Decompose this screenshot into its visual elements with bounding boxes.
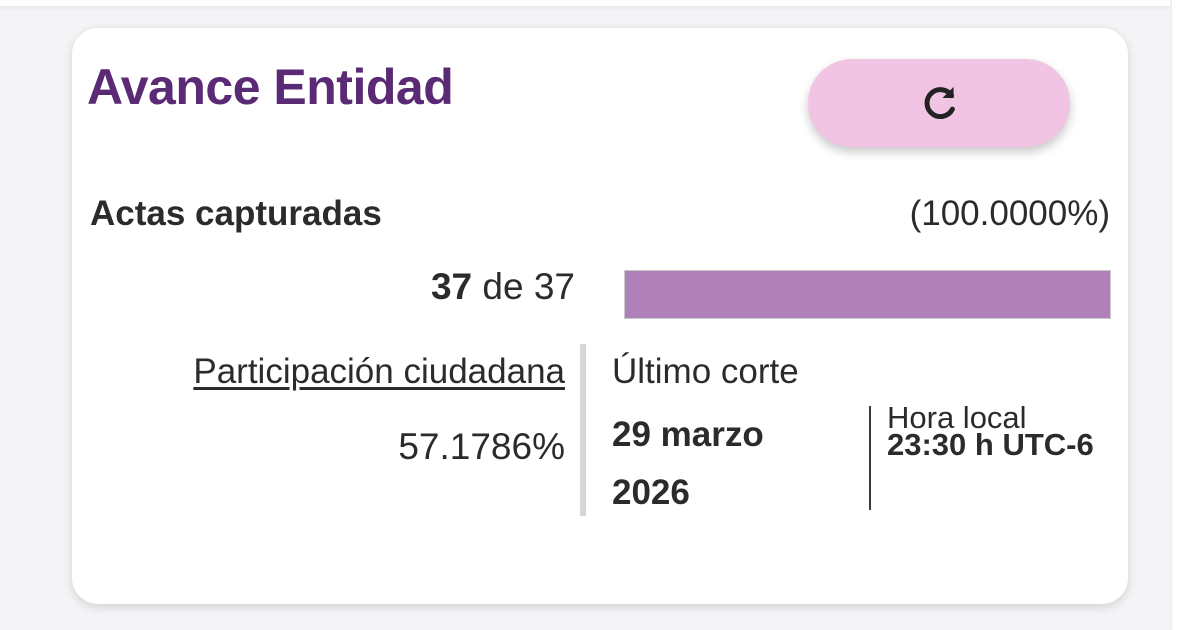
refresh-button[interactable] xyxy=(808,59,1070,147)
hora-divider xyxy=(869,406,871,510)
corte-date-day-month: 29 marzo xyxy=(612,415,764,454)
actas-connector: de xyxy=(482,266,524,307)
avance-entidad-card: Avance Entidad Actas capturadas (100.000… xyxy=(72,28,1128,604)
refresh-icon xyxy=(924,86,955,119)
right-strip xyxy=(1171,0,1200,630)
ultimo-corte-date: 29 marzo 2026 xyxy=(612,406,832,522)
actas-captured-number: 37 xyxy=(430,266,473,307)
actas-percentage: (100.0000%) xyxy=(909,194,1110,233)
card-title: Avance Entidad xyxy=(87,59,454,115)
top-strip xyxy=(0,0,1170,6)
actas-progress-bar xyxy=(624,270,1111,319)
actas-capturadas-label: Actas capturadas xyxy=(90,194,382,233)
participacion-ciudadana-value: 57.1786% xyxy=(398,426,565,467)
actas-total-number: 37 xyxy=(533,266,575,307)
hora-local-label: Hora local xyxy=(887,400,1027,435)
vertical-divider xyxy=(580,344,586,516)
hora-local-block: Hora local 23:30 h UTC-6 xyxy=(887,400,1107,462)
ultimo-corte-label: Último corte xyxy=(612,352,799,391)
hora-local-value: 23:30 h UTC-6 xyxy=(887,427,1094,462)
actas-progress-fill xyxy=(625,271,1110,318)
participacion-ciudadana-link[interactable]: Participación ciudadana xyxy=(193,352,565,391)
actas-count: 37 de 37 xyxy=(431,266,575,308)
corte-date-year: 2026 xyxy=(612,473,690,512)
